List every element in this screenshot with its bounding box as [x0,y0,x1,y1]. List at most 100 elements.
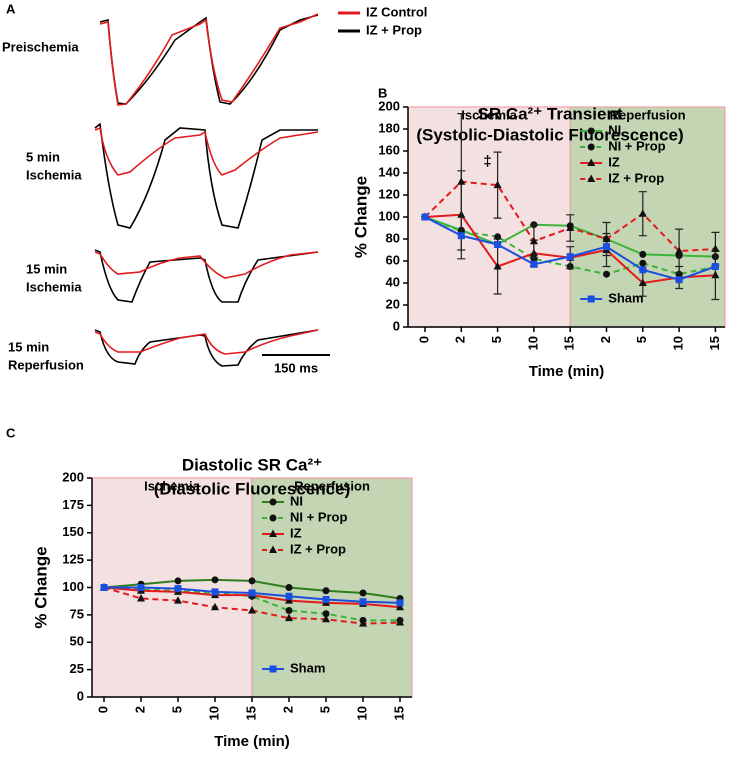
x-tick-label: 15 [562,336,577,350]
marker [530,260,538,268]
x-tick-label: 2 [453,336,468,343]
scale-bar-label: 150 ms [274,360,318,375]
y-tick-label: 25 [70,661,84,676]
y-tick-label: 140 [378,164,400,179]
legend-label: NI + Prop [608,138,665,153]
region-label: Reperfusion [610,107,686,122]
marker [457,232,465,240]
condition-label: 15 min [8,339,49,354]
marker [248,605,256,614]
marker [174,577,182,585]
x-tick-label: 0 [95,706,110,713]
x-tick-label: 5 [634,336,649,343]
x-tick-label: 10 [525,336,540,350]
legend-label: IZ + Prop [290,541,346,556]
x-tick-label: 15 [707,336,722,350]
y-tick-label: 175 [62,497,84,512]
y-tick-label: 0 [77,688,84,703]
chart-title: (Diastolic Fluorescence) [154,479,351,498]
marker [269,665,277,673]
marker [494,241,502,248]
marker [285,596,293,604]
marker [587,158,596,166]
traces [94,13,319,367]
marker [248,589,256,597]
marker [269,545,277,553]
marker [675,276,683,284]
x-axis-label: Time (min) [529,363,605,380]
marker [587,174,596,182]
y-tick-label: 100 [378,208,400,223]
legend-label: NI [608,122,621,137]
marker [211,576,219,584]
marker [211,602,219,611]
marker [269,529,277,537]
y-axis-label: % Change [31,546,50,628]
y-tick-label: 100 [62,579,84,594]
marker [639,250,647,258]
marker [587,143,595,151]
x-tick-label: 10 [671,336,686,350]
y-tick-label: 150 [62,524,84,539]
region-label: Ischemia [461,107,517,122]
marker [529,236,538,245]
y-tick-label: 40 [386,274,400,289]
chart-title: Diastolic SR Ca²⁺ [182,455,322,474]
y-tick-label: 120 [378,186,400,201]
x-tick-label: 5 [317,706,332,713]
x-tick-label: 5 [489,336,504,343]
marker [322,587,330,595]
x-tick-label: 2 [598,336,613,343]
y-tick-label: 50 [70,634,84,649]
marker [269,514,277,522]
marker [711,270,720,279]
trace-red [94,251,319,279]
marker [359,589,367,597]
chart-title: (Systolic-Diastolic Fluorescence) [416,125,683,144]
marker [285,613,293,622]
y-tick-label: 160 [378,142,400,157]
marker [421,213,429,221]
y-tick-label: 0 [393,318,400,333]
marker [566,253,574,261]
marker [396,618,404,626]
series-line [103,586,400,622]
marker [359,619,367,627]
marker [211,588,219,596]
y-tick-label: 200 [378,98,400,113]
marker [493,262,502,270]
condition-label: 15 min [26,261,67,276]
marker [587,295,595,303]
y-axis-label: % Change [351,176,370,258]
marker [285,592,293,600]
marker [639,266,647,274]
legend-label: IZ + Prop [366,22,422,37]
x-tick-label: 2 [132,706,147,713]
annotation: ‡ [483,153,491,170]
trace-red [94,329,319,355]
marker [100,584,108,591]
marker [638,209,647,217]
x-tick-label: 15 [243,706,258,720]
condition-label: Reperfusion [8,357,84,372]
marker [711,244,720,252]
x-tick-label: 2 [280,706,295,713]
marker [322,614,330,623]
marker [396,599,404,607]
marker [174,596,182,604]
x-tick-label: 10 [206,706,221,720]
y-tick-label: 125 [62,552,84,567]
legend-label: IZ Control [366,4,427,19]
marker [675,246,684,255]
panel-label: B [378,85,387,100]
marker [603,270,610,278]
marker [457,177,466,185]
marker [174,585,182,593]
y-tick-label: 180 [378,120,400,135]
panel-label: C [6,425,16,440]
condition-label: Preischemia [2,39,79,54]
region-label: Ischemia [144,478,200,493]
marker [603,243,610,251]
legend-label: IZ + Prop [608,170,664,185]
marker [269,498,277,506]
